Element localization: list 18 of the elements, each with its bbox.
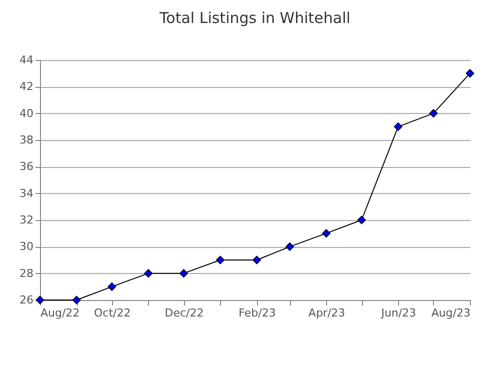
x-tick-label: Jun/23 [380, 306, 416, 320]
x-tick-label: Dec/22 [164, 306, 204, 320]
y-tick-label: 30 [20, 240, 34, 254]
x-tick-label: Apr/23 [308, 306, 346, 320]
y-tick-label: 28 [20, 266, 34, 280]
y-tick-label: 42 [20, 80, 34, 94]
y-tick-label: 40 [20, 106, 34, 120]
x-tick-label: Aug/22 [40, 306, 80, 320]
y-tick-label: 38 [20, 134, 34, 146]
chart-title: Total Listings in Whitehall [158, 9, 350, 27]
y-tick-label: 44 [20, 54, 34, 66]
y-tick-label: 26 [20, 294, 34, 306]
x-tick-label: Aug/23 [431, 306, 470, 320]
x-tick-label: Feb/23 [238, 306, 276, 320]
y-tick-label: 34 [20, 186, 34, 200]
y-tick-label: 32 [20, 214, 34, 226]
x-tick-label: Oct/22 [94, 306, 131, 320]
y-tick-label: 36 [20, 160, 34, 174]
